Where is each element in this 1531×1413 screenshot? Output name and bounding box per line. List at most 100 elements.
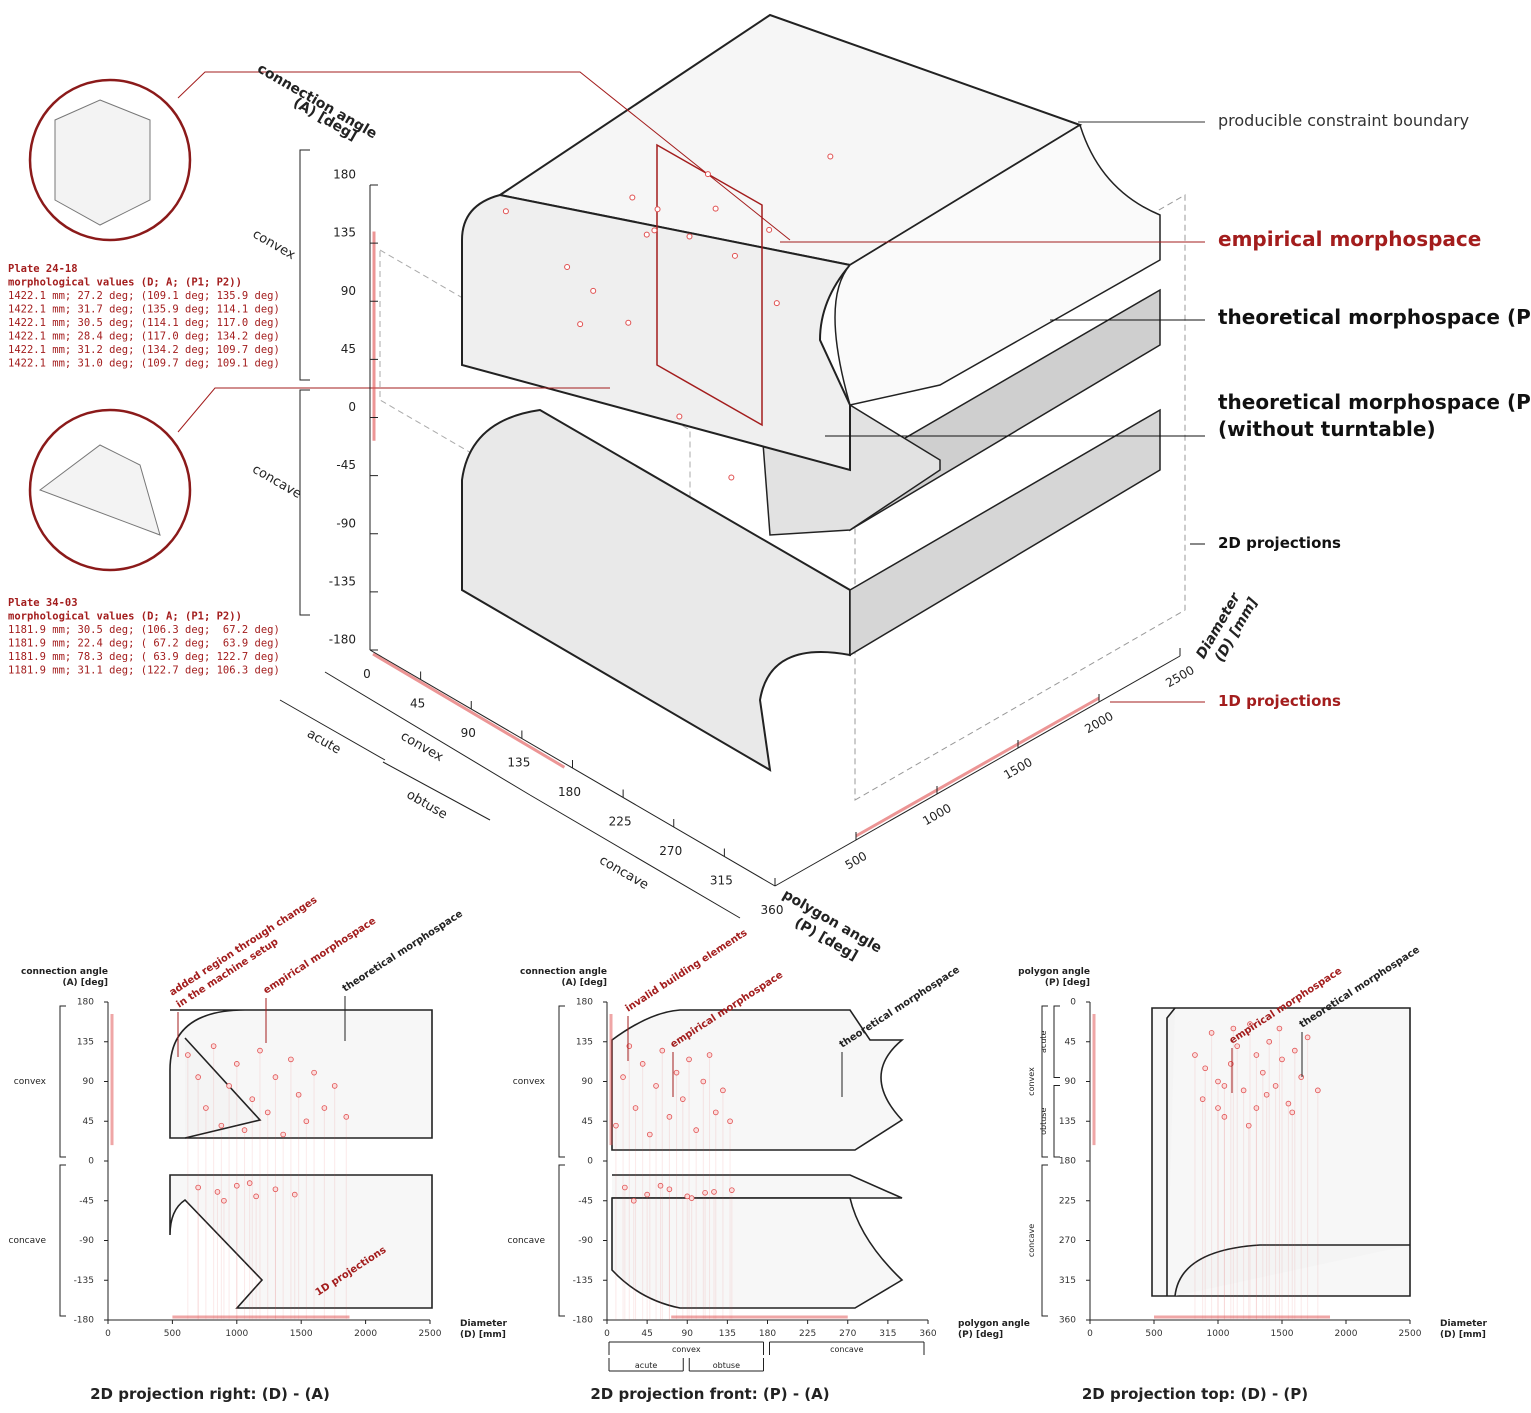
point bbox=[250, 1097, 255, 1102]
point bbox=[242, 1128, 247, 1133]
a-tick-label: 90 bbox=[341, 284, 356, 298]
p-tick-label: 0 bbox=[363, 667, 371, 681]
group-bracket bbox=[300, 150, 310, 380]
annotation: theoretical morphospace bbox=[341, 908, 465, 994]
iso-point bbox=[503, 209, 508, 214]
a-tick-label: 135 bbox=[333, 226, 356, 240]
d-tick-label: 1500 bbox=[1001, 755, 1034, 782]
a-tick-label: -45 bbox=[336, 458, 356, 472]
plate-row: 1181.9 mm; 31.1 deg; (122.7 deg; 106.3 d… bbox=[8, 665, 280, 677]
point bbox=[332, 1084, 337, 1089]
chart-title: 2D projection front: (P) - (A) bbox=[590, 1385, 829, 1403]
callout-label: producible constraint boundary bbox=[1218, 111, 1469, 130]
point bbox=[1286, 1101, 1291, 1106]
iso-point bbox=[767, 227, 772, 232]
point bbox=[685, 1194, 690, 1199]
x-tick-label: 2500 bbox=[419, 1329, 442, 1339]
iso-point bbox=[591, 288, 596, 293]
p-group-label: concave bbox=[597, 853, 651, 893]
point bbox=[658, 1183, 663, 1188]
group-bracket bbox=[530, 795, 740, 918]
x-group-label: concave bbox=[830, 1345, 863, 1354]
plate-row: 1181.9 mm; 78.3 deg; ( 63.9 deg; 122.7 d… bbox=[8, 651, 280, 663]
x-axis-label: polygon angle bbox=[958, 1319, 1030, 1329]
point bbox=[222, 1198, 227, 1203]
point bbox=[1280, 1057, 1285, 1062]
d-axis bbox=[775, 656, 1180, 886]
point bbox=[219, 1123, 224, 1128]
plate-row: 1422.1 mm; 31.2 deg; (134.2 deg; 109.7 d… bbox=[8, 344, 280, 356]
plate-row: 1422.1 mm; 31.7 deg; (135.9 deg; 114.1 d… bbox=[8, 304, 280, 316]
y-group-label: convex bbox=[1027, 1067, 1036, 1096]
group-bracket bbox=[325, 672, 530, 795]
point bbox=[1231, 1026, 1236, 1031]
point bbox=[296, 1092, 301, 1097]
y-tick-label: 90 bbox=[1065, 1077, 1077, 1087]
annotation: theoretical morphospace bbox=[838, 964, 962, 1050]
point bbox=[1273, 1084, 1278, 1089]
p-group-label: acute bbox=[304, 726, 343, 757]
projection-1d bbox=[856, 698, 1099, 836]
point bbox=[622, 1185, 627, 1190]
page-body: Plate 24-18morphological values (D; A; (… bbox=[0, 0, 1531, 1409]
x-tick-label: 0 bbox=[604, 1329, 610, 1339]
p-tick-label: 90 bbox=[461, 726, 476, 740]
point bbox=[203, 1106, 208, 1111]
iso-point bbox=[652, 228, 657, 233]
callout-label: theoretical morphospace (PPF) bbox=[1218, 390, 1531, 414]
theoretical-boundary bbox=[170, 1175, 432, 1308]
point bbox=[1277, 1026, 1282, 1031]
iso-point bbox=[732, 253, 737, 258]
point bbox=[211, 1044, 216, 1049]
point bbox=[707, 1053, 712, 1058]
callout-label: theoretical morphospace (PPF) bbox=[1218, 305, 1531, 329]
point bbox=[680, 1097, 685, 1102]
y-tick-label: 45 bbox=[1065, 1037, 1076, 1047]
x-tick-label: 315 bbox=[879, 1329, 896, 1339]
x-axis-label: (D) [mm] bbox=[460, 1330, 506, 1340]
d-tick-label: 2500 bbox=[1163, 663, 1196, 690]
iso-point bbox=[687, 234, 692, 239]
y-tick-label: -45 bbox=[79, 1196, 94, 1206]
x-tick-label: 1000 bbox=[225, 1329, 248, 1339]
point bbox=[234, 1183, 239, 1188]
chart-title: 2D projection right: (D) - (A) bbox=[90, 1385, 330, 1403]
point bbox=[721, 1088, 726, 1093]
y-tick-label: -180 bbox=[573, 1316, 594, 1326]
point bbox=[674, 1070, 679, 1075]
group-bracket bbox=[300, 390, 310, 615]
point bbox=[1299, 1075, 1304, 1080]
projection-1d bbox=[373, 654, 564, 767]
y-group-label: obtuse bbox=[1039, 1108, 1048, 1135]
y-tick-label: 180 bbox=[1059, 1157, 1076, 1167]
point bbox=[728, 1119, 733, 1124]
point bbox=[1267, 1039, 1272, 1044]
x-group-label: convex bbox=[672, 1345, 701, 1354]
point bbox=[196, 1075, 201, 1080]
iso-point bbox=[644, 232, 649, 237]
point bbox=[1222, 1084, 1227, 1089]
y-tick-label: 270 bbox=[1059, 1236, 1076, 1246]
point bbox=[1260, 1070, 1265, 1075]
group-bracket bbox=[60, 1006, 66, 1157]
x-tick-label: 1500 bbox=[1271, 1329, 1294, 1339]
x-axis-label: (D) [mm] bbox=[1440, 1330, 1486, 1340]
x-tick-label: 500 bbox=[1145, 1329, 1162, 1339]
x-group-label: obtuse bbox=[713, 1361, 740, 1370]
y-tick-label: 135 bbox=[77, 1037, 94, 1047]
point bbox=[1254, 1053, 1259, 1058]
callout-label: empirical morphospace bbox=[1218, 227, 1481, 251]
point bbox=[1200, 1097, 1205, 1102]
d-tick-label: 500 bbox=[843, 849, 870, 873]
p-tick-label: 45 bbox=[410, 697, 425, 711]
iso-point bbox=[729, 475, 734, 480]
morphospace-solids bbox=[380, 15, 1185, 800]
point bbox=[1290, 1110, 1295, 1115]
y-tick-label: 0 bbox=[1070, 998, 1076, 1008]
y-tick-label: -180 bbox=[74, 1316, 95, 1326]
y-group-label: concave bbox=[508, 1236, 546, 1246]
point bbox=[712, 1190, 717, 1195]
x-tick-label: 2000 bbox=[354, 1329, 377, 1339]
x-tick-label: 135 bbox=[719, 1329, 736, 1339]
point bbox=[729, 1188, 734, 1193]
